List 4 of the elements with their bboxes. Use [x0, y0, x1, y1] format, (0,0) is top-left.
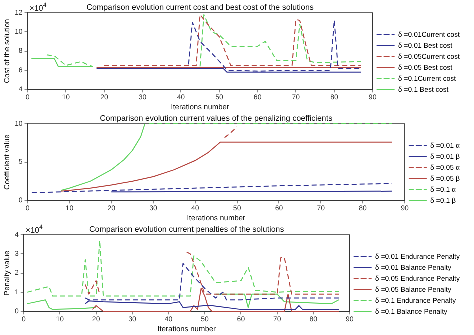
chart-title: Comparison evolution current penalties of the solutions: [89, 225, 284, 234]
line-series: [31, 183, 393, 194]
chart-title: Comparison evolution current values of the penalizing coefficients: [100, 114, 333, 123]
chart-title: Comparison evolution current cost and best cost of the solutions: [86, 3, 314, 12]
